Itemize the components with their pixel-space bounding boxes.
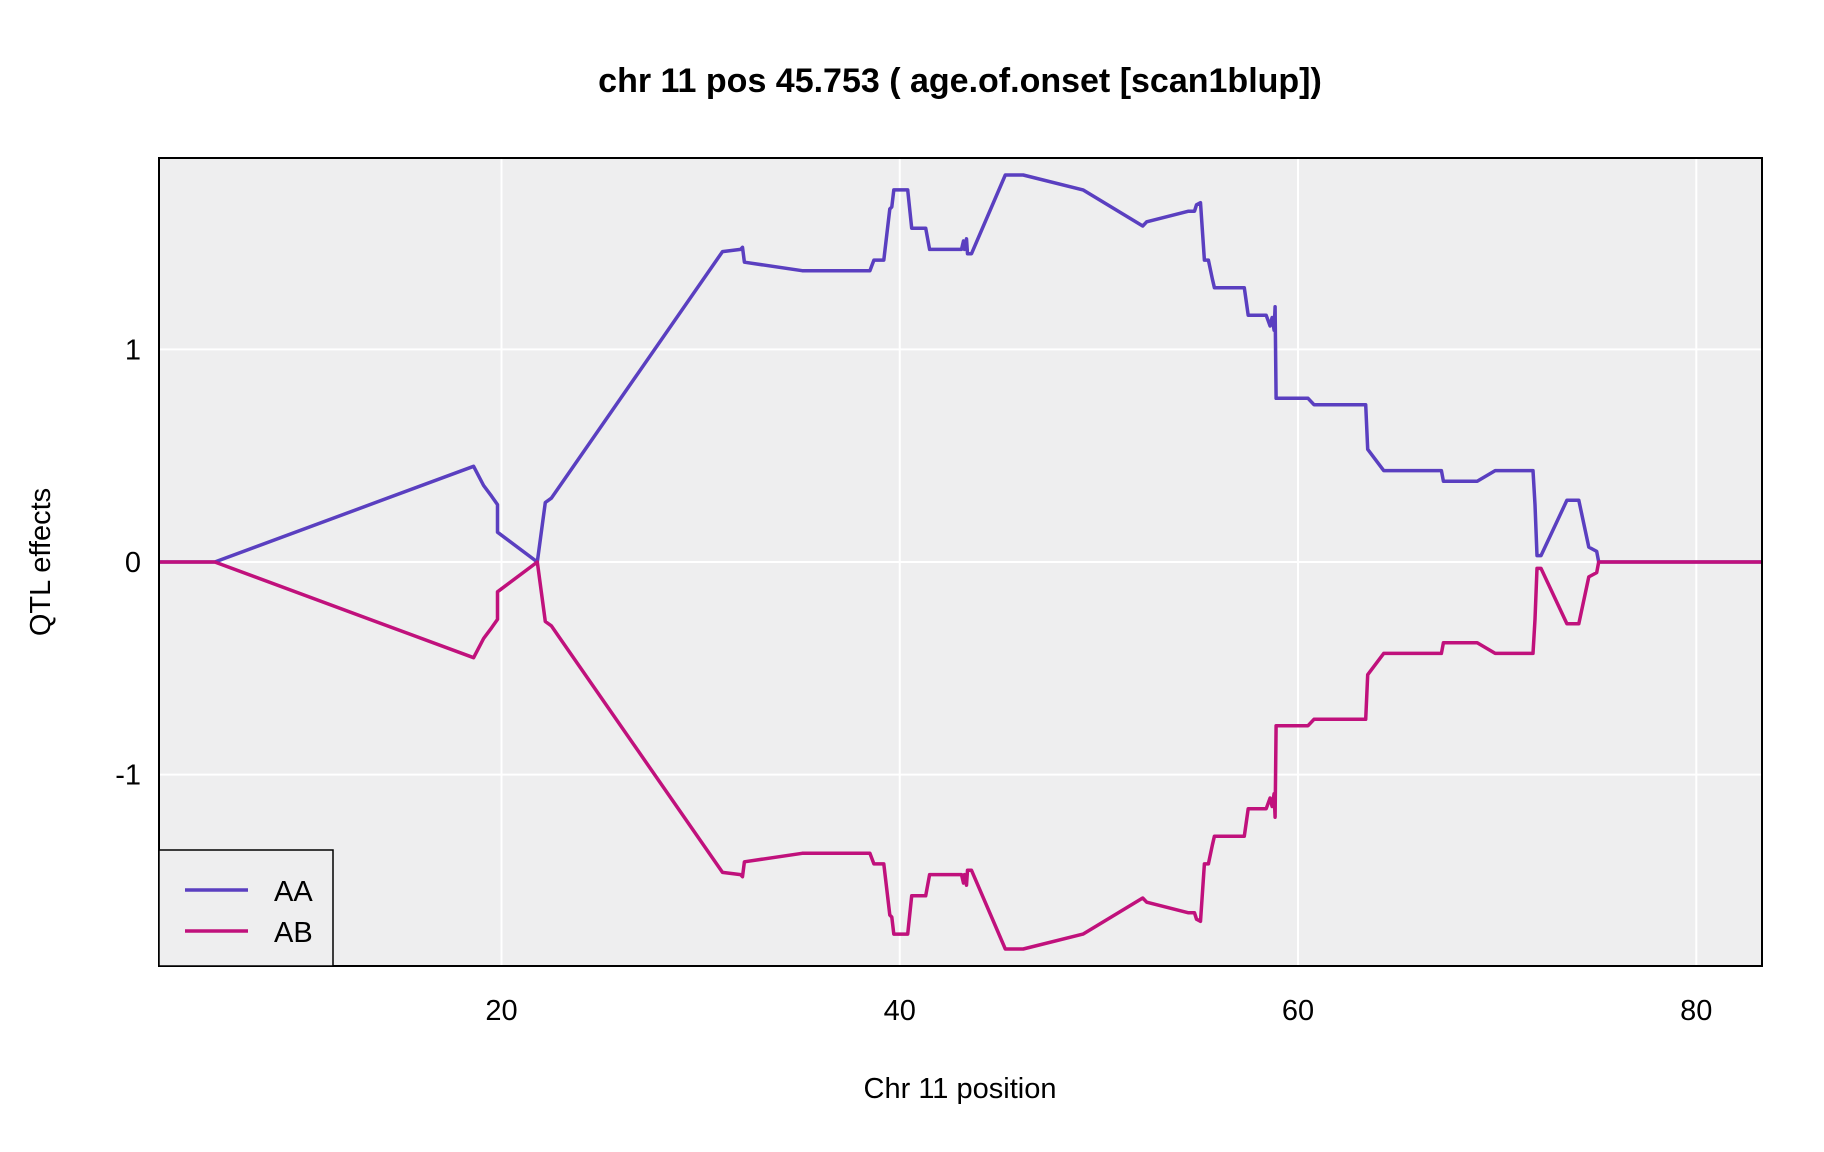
- y-axis-label: QTL effects: [25, 488, 57, 636]
- x-tick-label: 60: [1282, 995, 1314, 1027]
- x-tick-label: 40: [884, 995, 916, 1027]
- legend: AA AB: [158, 849, 334, 967]
- chart-title: chr 11 pos 45.753 ( age.of.onset [scan1b…: [598, 62, 1322, 100]
- x-axis-ticks: 20 40 60 80: [485, 995, 1712, 1027]
- x-axis-label: Chr 11 position: [864, 1073, 1057, 1105]
- y-tick-label: 0: [125, 547, 141, 579]
- legend-label-ab: AB: [274, 917, 313, 949]
- legend-box: [158, 849, 334, 967]
- y-axis-ticks: -1 0 1: [115, 334, 141, 791]
- series-line-aa: [159, 173, 1762, 564]
- grid-lines: [159, 158, 1762, 966]
- y-tick-label: 1: [125, 334, 141, 366]
- series-lines: [159, 173, 1762, 951]
- x-tick-label: 20: [485, 995, 517, 1027]
- legend-label-aa: AA: [274, 876, 313, 908]
- series-line-ab: [159, 560, 1762, 951]
- y-tick-label: -1: [115, 760, 141, 792]
- x-tick-label: 80: [1680, 995, 1712, 1027]
- plot-frame: [158, 157, 1763, 967]
